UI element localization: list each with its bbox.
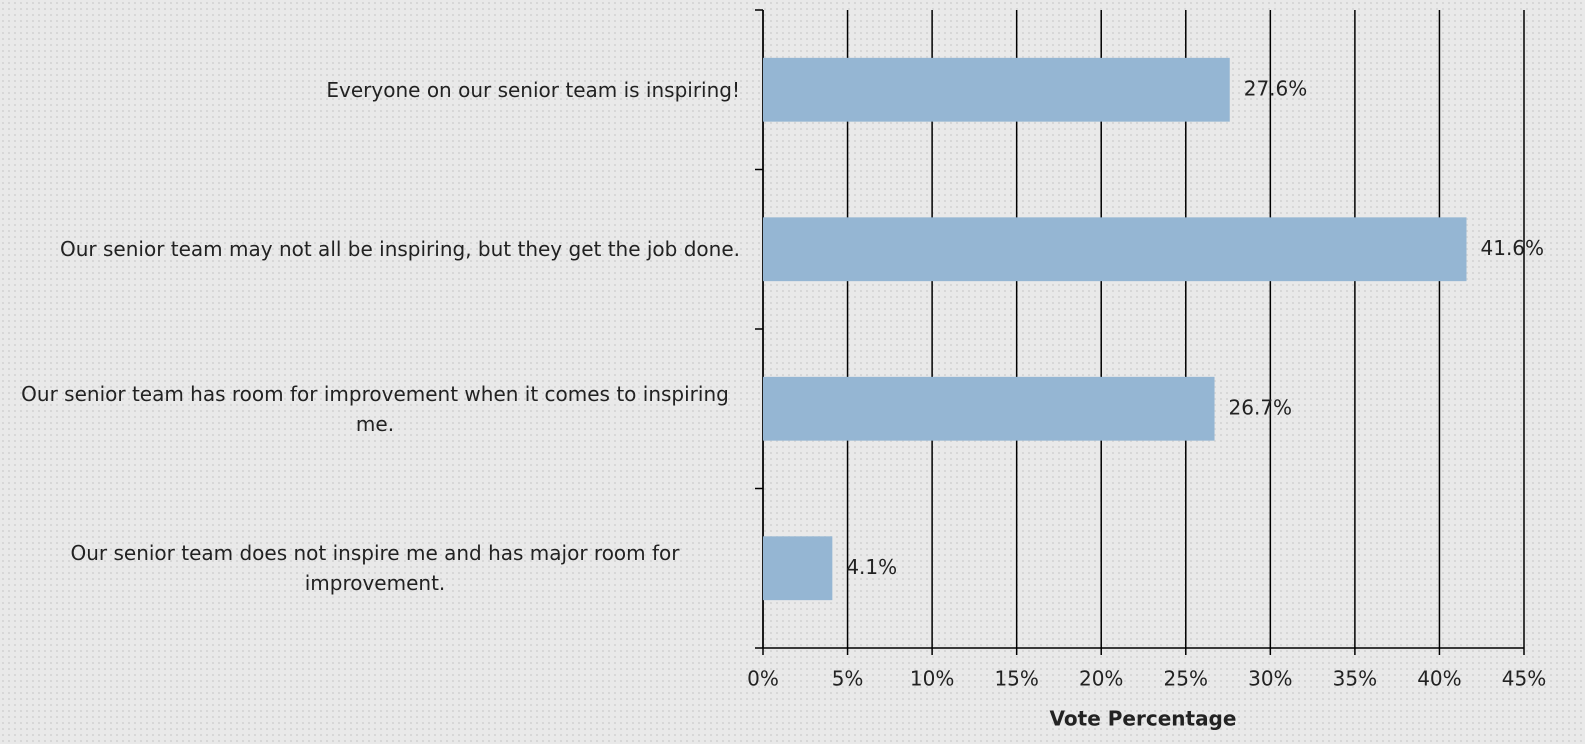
category-label-box: Our senior team may not all be inspiring… xyxy=(0,234,740,264)
data-label: 4.1% xyxy=(846,555,897,579)
category-label-box: Our senior team has room for improvement… xyxy=(0,379,740,439)
category-label: Everyone on our senior team is inspiring… xyxy=(326,77,740,102)
x-tick-label: 45% xyxy=(1502,667,1546,691)
bar xyxy=(763,536,833,601)
x-tick-label: 30% xyxy=(1248,667,1292,691)
x-tick-label: 10% xyxy=(910,667,954,691)
bar xyxy=(763,57,1230,122)
category-label: Our senior team has room for improvement… xyxy=(21,381,729,436)
data-label: 26.7% xyxy=(1229,395,1293,419)
data-label: 27.6% xyxy=(1244,76,1308,100)
category-label: Our senior team may not all be inspiring… xyxy=(60,237,740,262)
bar xyxy=(763,217,1467,282)
data-label: 41.6% xyxy=(1481,236,1545,260)
category-label-box: Everyone on our senior team is inspiring… xyxy=(0,75,740,105)
x-axis-title: Vote Percentage xyxy=(1050,707,1237,731)
x-tick-label: 15% xyxy=(994,667,1038,691)
x-tick-label: 0% xyxy=(747,667,779,691)
category-label-box: Our senior team does not inspire me and … xyxy=(0,538,740,598)
bar xyxy=(763,376,1215,441)
x-tick-label: 25% xyxy=(1164,667,1208,691)
category-label: Our senior team does not inspire me and … xyxy=(70,541,680,596)
x-tick-label: 35% xyxy=(1333,667,1377,691)
x-tick-label: 20% xyxy=(1079,667,1123,691)
x-tick-label: 5% xyxy=(832,667,864,691)
x-tick-label: 40% xyxy=(1417,667,1461,691)
